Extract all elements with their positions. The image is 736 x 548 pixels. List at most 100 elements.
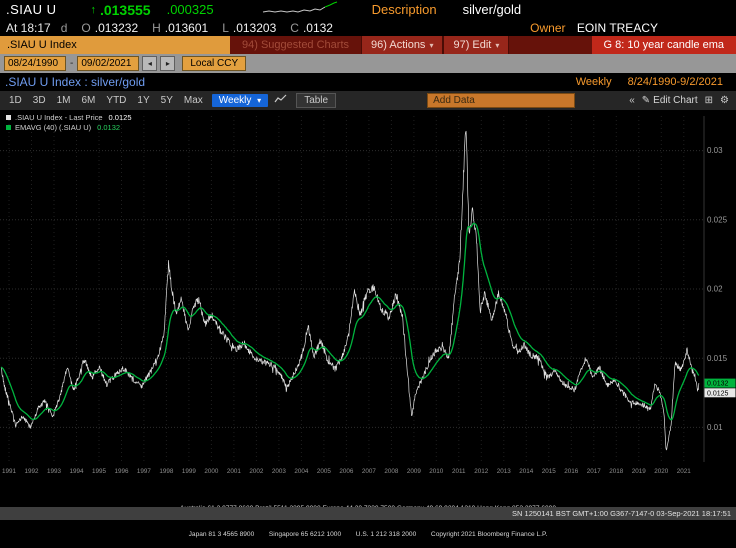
currency-select[interactable]: Local CCY: [182, 56, 247, 71]
frequency-dropdown[interactable]: Weekly ▾: [211, 94, 269, 107]
period-button-max[interactable]: Max: [183, 95, 203, 106]
series-marker-green: [6, 124, 11, 130]
owner-label: Owner: [530, 20, 566, 35]
start-date-input[interactable]: [4, 56, 66, 71]
frequency-label: Weekly: [218, 95, 252, 106]
svg-text:1997: 1997: [137, 468, 152, 475]
svg-text:1991: 1991: [2, 468, 17, 475]
suggested-charts-button[interactable]: 94) Suggested Charts: [242, 39, 350, 51]
period-button-5y[interactable]: 5Y: [160, 95, 173, 106]
svg-text:2018: 2018: [609, 468, 624, 475]
description-label: Description: [371, 2, 437, 17]
svg-text:2005: 2005: [317, 468, 332, 475]
chart-period-label: Weekly: [575, 76, 612, 88]
delay-flag: d: [60, 20, 68, 35]
svg-text:2010: 2010: [429, 468, 444, 475]
grid-view-icon[interactable]: ⊞: [704, 95, 714, 106]
chart-range-info: Weekly 8/24/1990-9/2/2021: [576, 76, 731, 88]
status-line: SN 1250141 BST GMT+1:00 G367-7147-0 03-S…: [512, 509, 731, 518]
svg-text:2017: 2017: [587, 468, 602, 475]
collapse-panel-icon[interactable]: «: [629, 95, 635, 106]
svg-text:1999: 1999: [182, 468, 197, 475]
function-ribbon: .SIAU U Index 94) Suggested Charts 96) A…: [0, 36, 736, 54]
svg-text:1993: 1993: [47, 468, 62, 475]
edit-chart-label: Edit Chart: [653, 95, 698, 106]
svg-text:0.0125: 0.0125: [707, 390, 729, 397]
svg-text:0.025: 0.025: [707, 215, 728, 224]
owner-value: EOIN TREACY: [576, 20, 658, 35]
legend-item-emavg[interactable]: EMAVG (40) (.SIAU U) 0.0132: [6, 123, 132, 133]
chart-area: 1991 1992 1993 1994 1995 1996 1997 1998 1999 2000…: [0, 110, 736, 487]
range-back-button[interactable]: ◂: [142, 56, 158, 71]
edit-chart-button[interactable]: ✎ Edit Chart: [642, 95, 698, 106]
svg-text:2003: 2003: [272, 468, 287, 475]
open-label: O: [81, 20, 91, 35]
legend-item-last-price[interactable]: .SIAU U Index - Last Price 0.0125: [6, 113, 132, 123]
svg-text:2011: 2011: [452, 468, 466, 475]
svg-text:2019: 2019: [632, 468, 647, 475]
legend-value-2: 0.0132: [97, 122, 121, 132]
ribbon-spacer: [509, 36, 591, 54]
svg-text:2004: 2004: [294, 468, 309, 475]
as-of-time: At 18:17: [6, 20, 51, 35]
svg-text:2020: 2020: [654, 468, 669, 475]
svg-text:2013: 2013: [497, 468, 512, 475]
svg-text:2012: 2012: [474, 468, 489, 475]
pencil-icon: ✎: [641, 95, 651, 106]
add-data-input[interactable]: [427, 93, 576, 108]
low-value: .013203: [232, 20, 277, 35]
period-button-1m[interactable]: 1M: [56, 95, 71, 106]
legend-label-1: .SIAU U Index - Last Price: [15, 113, 103, 122]
chart-legend: .SIAU U Index - Last Price 0.0125 EMAVG …: [6, 113, 132, 132]
sparkline-icon: [262, 1, 338, 19]
chevron-down-icon: ▾: [257, 96, 262, 105]
footer-contacts-line2: Japan 81 3 4565 8900 Singapore 65 6212 1…: [188, 530, 548, 538]
owner-group: Owner EOIN TREACY: [530, 21, 658, 35]
end-date-input[interactable]: [77, 56, 140, 71]
actions-menu-button[interactable]: 96) Actions ▾: [361, 36, 444, 54]
svg-text:1992: 1992: [24, 468, 39, 475]
actions-label: 96) Actions: [371, 39, 426, 51]
svg-text:0.02: 0.02: [707, 285, 723, 294]
svg-text:2014: 2014: [519, 468, 534, 475]
period-button-1d[interactable]: 1D: [9, 95, 22, 106]
svg-text:2009: 2009: [407, 468, 422, 475]
close-value: .0132: [302, 20, 333, 35]
svg-text:0.0132: 0.0132: [707, 381, 729, 388]
period-button-6m[interactable]: 6M: [81, 95, 96, 106]
svg-text:1994: 1994: [69, 468, 84, 475]
low-label: L: [222, 20, 229, 35]
range-forward-button[interactable]: ▸: [160, 56, 176, 71]
chevron-down-icon: ▾: [429, 40, 434, 50]
svg-text:1996: 1996: [114, 468, 129, 475]
security-tab[interactable]: .SIAU U Index: [0, 36, 230, 54]
chevron-down-icon: ▾: [495, 40, 500, 50]
chart-slot-button[interactable]: G 8: 10 year candle ema: [591, 36, 736, 54]
svg-text:1995: 1995: [92, 468, 107, 475]
chart-range-label: 8/24/1990-9/2/2021: [627, 76, 723, 88]
price-change: .000325: [166, 2, 214, 17]
terminal-status-bar: SN 1250141 BST GMT+1:00 G367-7147-0 03-S…: [0, 507, 736, 520]
svg-text:1998: 1998: [159, 468, 174, 475]
date-range-bar: - ◂ ▸ Local CCY: [0, 54, 736, 73]
settings-gear-icon[interactable]: ⚙: [720, 95, 729, 106]
close-label: C: [290, 20, 299, 35]
price-chart[interactable]: 1991 1992 1993 1994 1995 1996 1997 1998 1999 2000…: [0, 110, 736, 487]
period-button-1y[interactable]: 1Y: [137, 95, 150, 106]
table-button[interactable]: Table: [296, 93, 337, 108]
last-price: .013555: [99, 1, 151, 18]
period-button-3d[interactable]: 3D: [32, 95, 46, 106]
period-button-ytd[interactable]: YTD: [106, 95, 127, 106]
chart-title: .SIAU U Index : silver/gold: [5, 75, 146, 89]
price-up-arrow-icon: ↑: [90, 3, 96, 16]
chart-type-icon[interactable]: [269, 93, 292, 108]
chart-toolbar: 1D 3D 1M 6M YTD 1Y 5Y Max Weekly ▾ Table…: [0, 91, 736, 110]
edit-menu-button[interactable]: 97) Edit ▾: [443, 36, 510, 54]
quote-header: .SIAU U ↑ .013555 .000325 Description si…: [0, 0, 736, 19]
edit-label: 97) Edit: [453, 39, 492, 51]
svg-text:0.03: 0.03: [707, 146, 723, 155]
svg-text:2001: 2001: [227, 468, 242, 475]
legend-label-2: EMAVG (40) (.SIAU U): [15, 122, 92, 132]
svg-text:0.01: 0.01: [707, 423, 723, 432]
toolbar-right-icons: « ✎ Edit Chart ⊞ ⚙: [629, 95, 732, 106]
